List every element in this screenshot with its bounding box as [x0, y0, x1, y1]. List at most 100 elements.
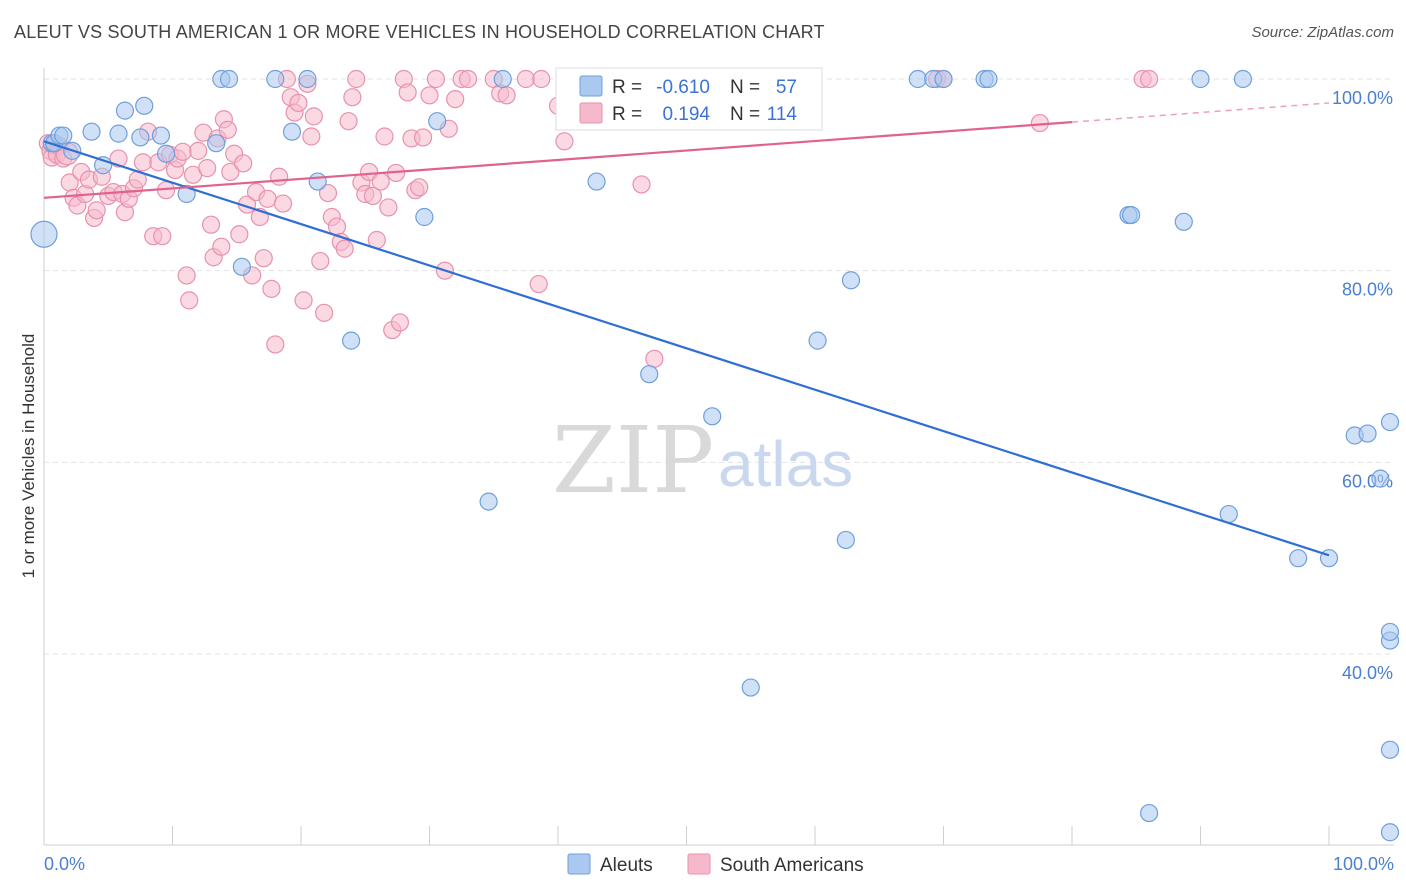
aleut-point — [493, 69, 512, 89]
aleut-point — [298, 69, 317, 89]
y-axis-title: 1 or more Vehicles in Household — [19, 334, 38, 579]
aleut-point — [115, 101, 135, 120]
aleut-point — [1139, 803, 1159, 823]
sa-point — [532, 69, 551, 89]
y-axis-tick-labels: 100.0%80.0%60.0%40.0% — [1332, 88, 1393, 683]
sa-point — [289, 93, 308, 113]
bottom-legend-swatch-aleuts — [567, 853, 591, 875]
sa-point — [371, 172, 390, 191]
sa-point — [426, 69, 446, 89]
aleut-point — [1122, 205, 1141, 225]
sa-point — [173, 142, 192, 161]
x-tick-label-min: 0.0% — [44, 854, 85, 874]
sa-point — [398, 83, 417, 102]
aleut-point — [30, 220, 58, 248]
y-tick-label: 80.0% — [1342, 280, 1393, 300]
aleut-point — [1233, 69, 1253, 89]
sa-point — [516, 69, 535, 89]
sa-point — [413, 128, 433, 147]
aleut-point — [1380, 740, 1400, 759]
sa-point — [177, 266, 196, 285]
aleut-point — [703, 407, 722, 426]
aleut-point — [82, 122, 101, 141]
sa-point — [339, 112, 358, 131]
sa-point — [234, 154, 253, 173]
source-label: Source: ZipAtlas.com — [1251, 24, 1394, 41]
aleut-point — [1319, 549, 1339, 568]
legend-n-label-1: N = — [730, 77, 760, 98]
aleuts-points — [30, 69, 1400, 842]
aleut-point — [908, 69, 927, 89]
trendlines — [43, 102, 1330, 557]
aleut-point — [109, 124, 128, 143]
sa-point — [1139, 69, 1159, 89]
aleut-point — [841, 271, 861, 290]
legend-r-label-2: R = — [612, 104, 642, 125]
south-americans-trendline — [43, 121, 1073, 199]
bottom-legend: Aleuts South Americans — [567, 853, 864, 876]
aleut-point — [428, 112, 447, 131]
aleut-point — [282, 122, 302, 141]
sa-point — [410, 178, 429, 197]
aleut-point — [1380, 412, 1400, 432]
sa-point — [270, 167, 289, 186]
aleut-point — [207, 134, 226, 153]
chart-title: ALEUT VS SOUTH AMERICAN 1 OR MORE VEHICL… — [14, 22, 825, 42]
sa-point — [347, 69, 366, 89]
aleut-point — [808, 331, 827, 350]
sa-point — [254, 249, 273, 268]
aleut-point — [342, 331, 361, 350]
aleut-point — [1380, 622, 1400, 642]
aleuts-trendline — [43, 140, 1330, 557]
sa-point — [133, 153, 153, 172]
aleut-point — [741, 678, 760, 697]
aleut-point — [1289, 549, 1308, 568]
aleut-point — [836, 530, 855, 550]
sa-point — [189, 141, 208, 160]
stats-legend: R = -0.610 N = 57 R = 0.194 N = 114 — [555, 67, 823, 131]
sa-point — [262, 279, 281, 298]
sa-point — [335, 239, 354, 258]
sa-point — [420, 86, 439, 105]
aleut-point — [219, 69, 239, 89]
sa-point — [311, 251, 330, 271]
sa-point — [497, 86, 516, 105]
aleut-point — [54, 126, 73, 145]
sa-point — [632, 175, 651, 194]
watermark: ZIP atlas — [552, 407, 853, 514]
legend-n-value-2: 114 — [767, 104, 798, 125]
sa-point — [218, 120, 237, 139]
legend-r-label-1: R = — [612, 77, 642, 98]
aleut-point — [640, 365, 659, 384]
aleut-point — [415, 207, 434, 227]
aleut-point — [232, 257, 251, 276]
sa-point — [446, 90, 465, 109]
aleut-point — [131, 128, 150, 147]
sa-point — [379, 198, 398, 217]
legend-n-label-2: N = — [730, 104, 760, 125]
sa-point — [390, 313, 410, 332]
bottom-legend-label-south-americans: South Americans — [720, 855, 864, 876]
aleut-point — [1380, 823, 1400, 842]
aleut-point — [151, 126, 171, 145]
sa-point — [87, 201, 106, 220]
aleut-point — [1191, 69, 1210, 89]
south-americans-trendline-extension — [1071, 102, 1330, 123]
sa-point — [318, 183, 338, 203]
sa-point — [266, 335, 285, 354]
sa-point — [304, 107, 323, 126]
sa-point — [212, 237, 231, 256]
sa-point — [198, 159, 217, 178]
x-tick-label-max: 100.0% — [1333, 854, 1394, 874]
sa-point — [302, 127, 321, 146]
legend-swatch-aleuts — [579, 75, 603, 97]
x-axis-ticks — [43, 826, 1330, 845]
sa-point — [529, 274, 548, 294]
aleut-point — [587, 172, 606, 191]
aleut-point — [979, 69, 998, 89]
aleut-point — [135, 96, 154, 115]
sa-point — [294, 291, 313, 310]
watermark-zip: ZIP — [552, 407, 714, 514]
aleut-point — [479, 492, 498, 511]
